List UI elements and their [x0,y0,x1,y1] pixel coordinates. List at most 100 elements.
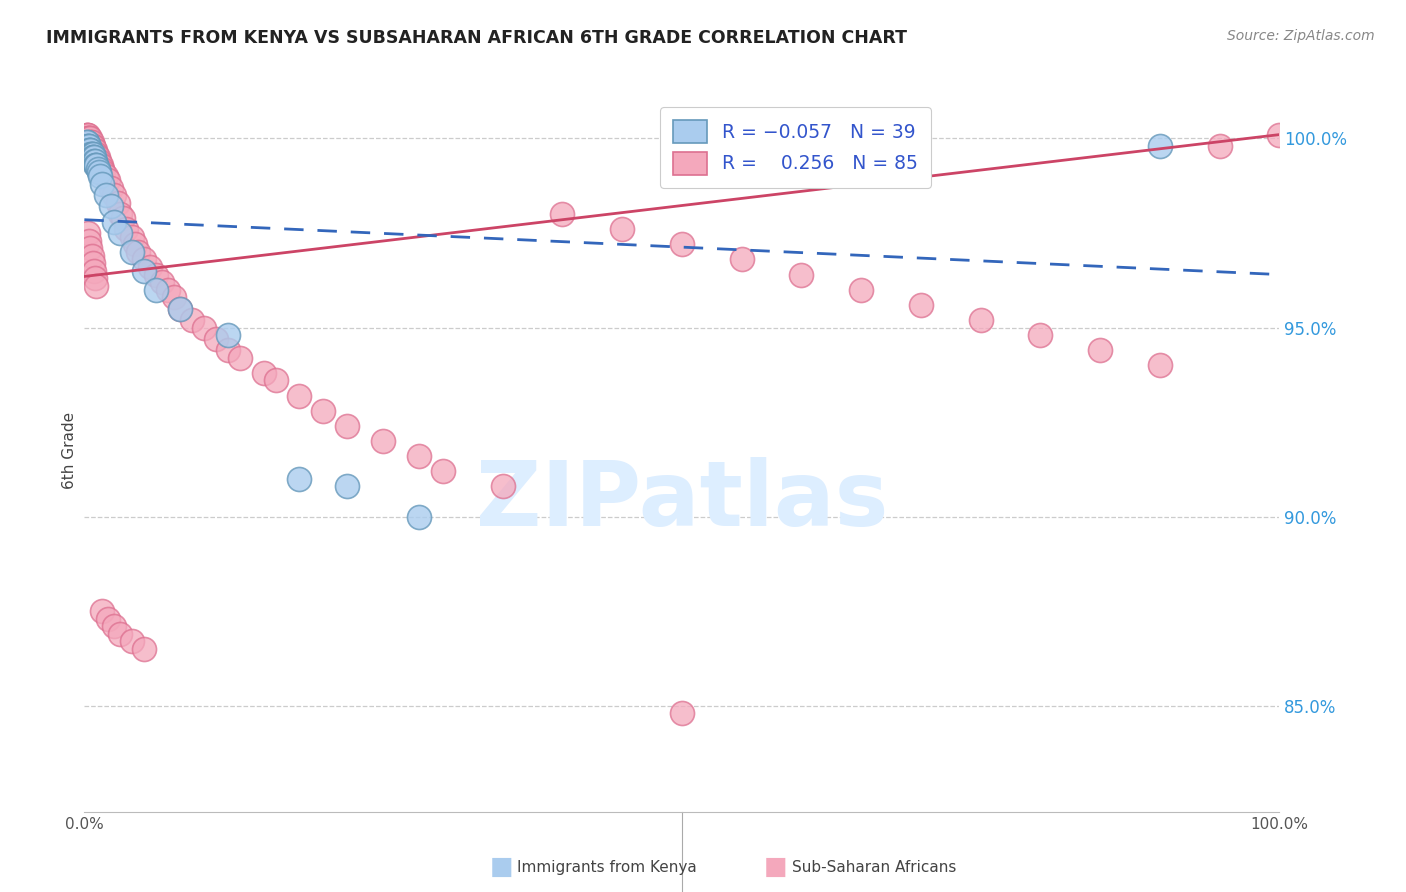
Point [84,271,107,285]
Point [851,283,873,297]
Point [97,612,120,626]
Point [84,158,107,172]
Point [163,290,186,304]
Point [1090,343,1112,358]
Point [94,188,117,202]
Point [1029,328,1052,343]
Point [111,211,134,225]
Point [82,139,104,153]
Point [86,158,108,172]
Point [86,161,108,176]
Point [87,165,110,179]
Point [288,389,311,403]
Point [80,146,103,161]
Point [110,226,132,240]
Point [77,128,100,142]
Text: ■: ■ [489,855,513,879]
Point [79,143,101,157]
Point [970,313,993,327]
Point [132,252,156,267]
Point [408,449,430,463]
Point [671,706,693,721]
Point [103,214,125,228]
Point [79,135,101,149]
Y-axis label: 6th Grade: 6th Grade [62,412,77,489]
Point [110,627,132,641]
Point [121,244,143,259]
Point [84,146,107,161]
Point [77,226,100,240]
Point [86,279,108,293]
Point [253,366,276,380]
Point [145,268,167,282]
Point [89,169,111,184]
Point [77,131,100,145]
Text: Immigrants from Kenya: Immigrants from Kenya [517,860,697,874]
Point [83,143,105,157]
Point [169,301,191,316]
Point [103,619,125,633]
Point [94,169,117,184]
Point [93,165,115,179]
Point [139,260,162,274]
Point [86,150,108,164]
Point [91,604,114,618]
Point [83,154,105,169]
Point [910,298,932,312]
Point [82,256,104,270]
Point [1209,139,1232,153]
Point [121,634,143,648]
Point [82,139,104,153]
Point [84,154,107,169]
Point [100,199,122,213]
Point [150,275,173,289]
Point [181,313,204,327]
Point [408,509,430,524]
Point [1149,139,1171,153]
Point [79,143,101,157]
Point [103,188,125,202]
Point [77,143,100,157]
Point [169,301,191,316]
Point [89,158,111,172]
Point [77,131,100,145]
Point [84,143,107,157]
Text: ZIPatlas: ZIPatlas [475,457,889,545]
Point [127,244,149,259]
Point [80,139,103,153]
Point [157,283,180,297]
Point [193,320,215,334]
Point [124,237,146,252]
Point [145,283,167,297]
Text: Sub-Saharan Africans: Sub-Saharan Africans [792,860,956,874]
Point [76,128,98,142]
Point [1268,128,1291,142]
Point [79,241,101,255]
Point [373,434,395,448]
Point [86,146,108,161]
Point [80,146,103,161]
Point [110,207,132,221]
Point [77,234,100,248]
Point [80,249,103,263]
Point [76,135,98,149]
Point [731,252,754,267]
Point [217,328,239,343]
Point [77,139,100,153]
Point [76,128,98,142]
Point [77,139,100,153]
Text: IMMIGRANTS FROM KENYA VS SUBSAHARAN AFRICAN 6TH GRADE CORRELATION CHART: IMMIGRANTS FROM KENYA VS SUBSAHARAN AFRI… [46,29,907,46]
Point [336,418,359,433]
Point [432,464,454,478]
Point [132,264,156,278]
Point [132,642,156,657]
Point [312,403,335,417]
Point [551,207,574,221]
Point [77,143,100,157]
Point [121,229,143,244]
Point [91,161,114,176]
Point [790,268,813,282]
Text: ■: ■ [763,855,787,879]
Point [83,264,105,278]
Point [79,146,101,161]
